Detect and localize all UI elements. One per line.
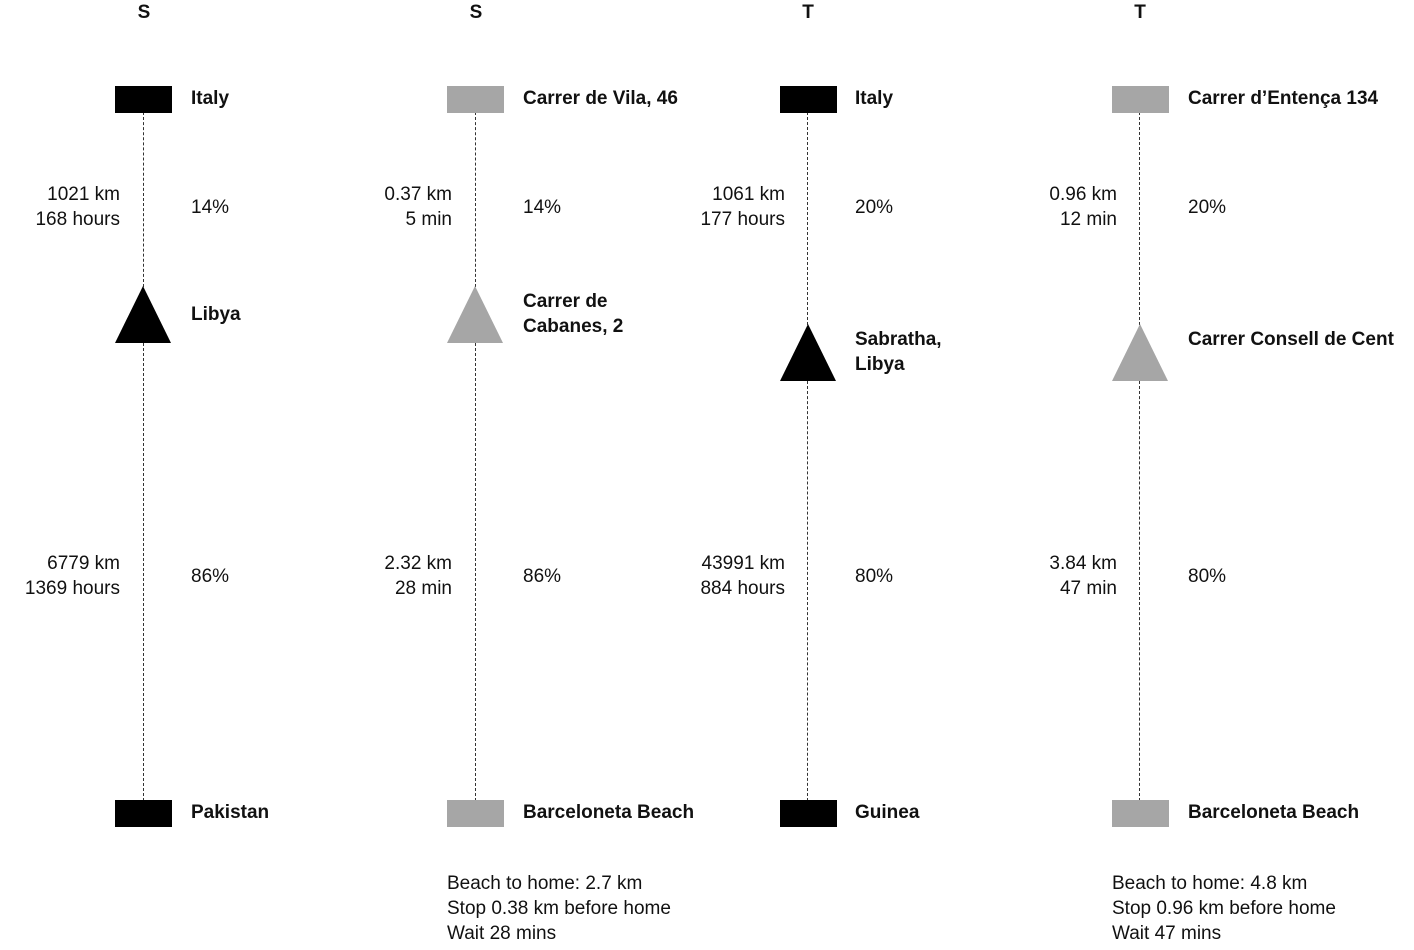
stop-marker (780, 324, 836, 381)
leg1-percent: 14% (523, 197, 562, 218)
start-place: Italy (855, 88, 894, 109)
leg2-percent: 80% (855, 566, 894, 587)
end-marker (780, 800, 837, 827)
column-header: S (469, 2, 483, 23)
route-line (475, 112, 476, 287)
stop-place: Carrer de Cabanes, 2 (523, 291, 624, 337)
leg2-percent: 86% (523, 566, 562, 587)
column-header: T (1134, 2, 1146, 23)
route-notes: Beach to home: 4.8 km Stop 0.96 km befor… (1112, 871, 1336, 946)
stop-marker (1112, 324, 1168, 381)
route-line (143, 112, 144, 287)
start-marker (115, 86, 172, 113)
route-line (1139, 381, 1140, 801)
end-place: Pakistan (191, 802, 270, 823)
start-place: Italy (191, 88, 230, 109)
end-place: Guinea (855, 802, 920, 823)
leg1-distance: 1061 km 177 hours (700, 184, 785, 230)
stop-place: Sabratha, Libya (855, 329, 942, 375)
leg1-distance: 1021 km 168 hours (35, 184, 120, 230)
note-line: Wait 28 mins (447, 923, 557, 944)
end-marker (115, 800, 172, 827)
route-line (475, 343, 476, 801)
leg1-distance: 0.96 km 12 min (1049, 184, 1117, 230)
note-line: Stop 0.96 km before home (1112, 898, 1336, 919)
leg2-distance: 3.84 km 47 min (1049, 553, 1117, 599)
stop-marker (115, 286, 171, 343)
note-line: Beach to home: 4.8 km (1112, 873, 1308, 894)
start-marker (447, 86, 504, 113)
start-marker (780, 86, 837, 113)
end-place: Barceloneta Beach (523, 802, 695, 823)
start-marker (1112, 86, 1169, 113)
note-line: Wait 47 mins (1112, 923, 1222, 944)
route-line (143, 343, 144, 801)
leg2-distance: 6779 km 1369 hours (24, 553, 120, 599)
column-header: T (802, 2, 814, 23)
stop-place: Libya (191, 304, 241, 325)
end-marker (1112, 800, 1169, 827)
leg2-percent: 86% (191, 566, 230, 587)
end-marker (447, 800, 504, 827)
leg1-percent: 20% (1188, 197, 1227, 218)
leg2-distance: 2.32 km 28 min (384, 553, 452, 599)
route-notes: Beach to home: 2.7 km Stop 0.38 km befor… (447, 871, 671, 946)
leg1-percent: 20% (855, 197, 894, 218)
leg2-percent: 80% (1188, 566, 1227, 587)
note-line: Beach to home: 2.7 km (447, 873, 643, 894)
route-line (807, 112, 808, 325)
leg1-distance: 0.37 km 5 min (384, 184, 452, 230)
stop-marker (447, 286, 503, 343)
route-line (807, 381, 808, 801)
start-place: Carrer de Vila, 46 (523, 88, 678, 109)
leg1-percent: 14% (191, 197, 230, 218)
end-place: Barceloneta Beach (1188, 802, 1360, 823)
column-header: S (137, 2, 151, 23)
leg2-distance: 43991 km 884 hours (700, 553, 785, 599)
stop-place: Carrer Consell de Cent (1188, 329, 1394, 350)
start-place: Carrer d’Entença 134 (1188, 88, 1379, 109)
note-line: Stop 0.38 km before home (447, 898, 671, 919)
route-line (1139, 112, 1140, 325)
